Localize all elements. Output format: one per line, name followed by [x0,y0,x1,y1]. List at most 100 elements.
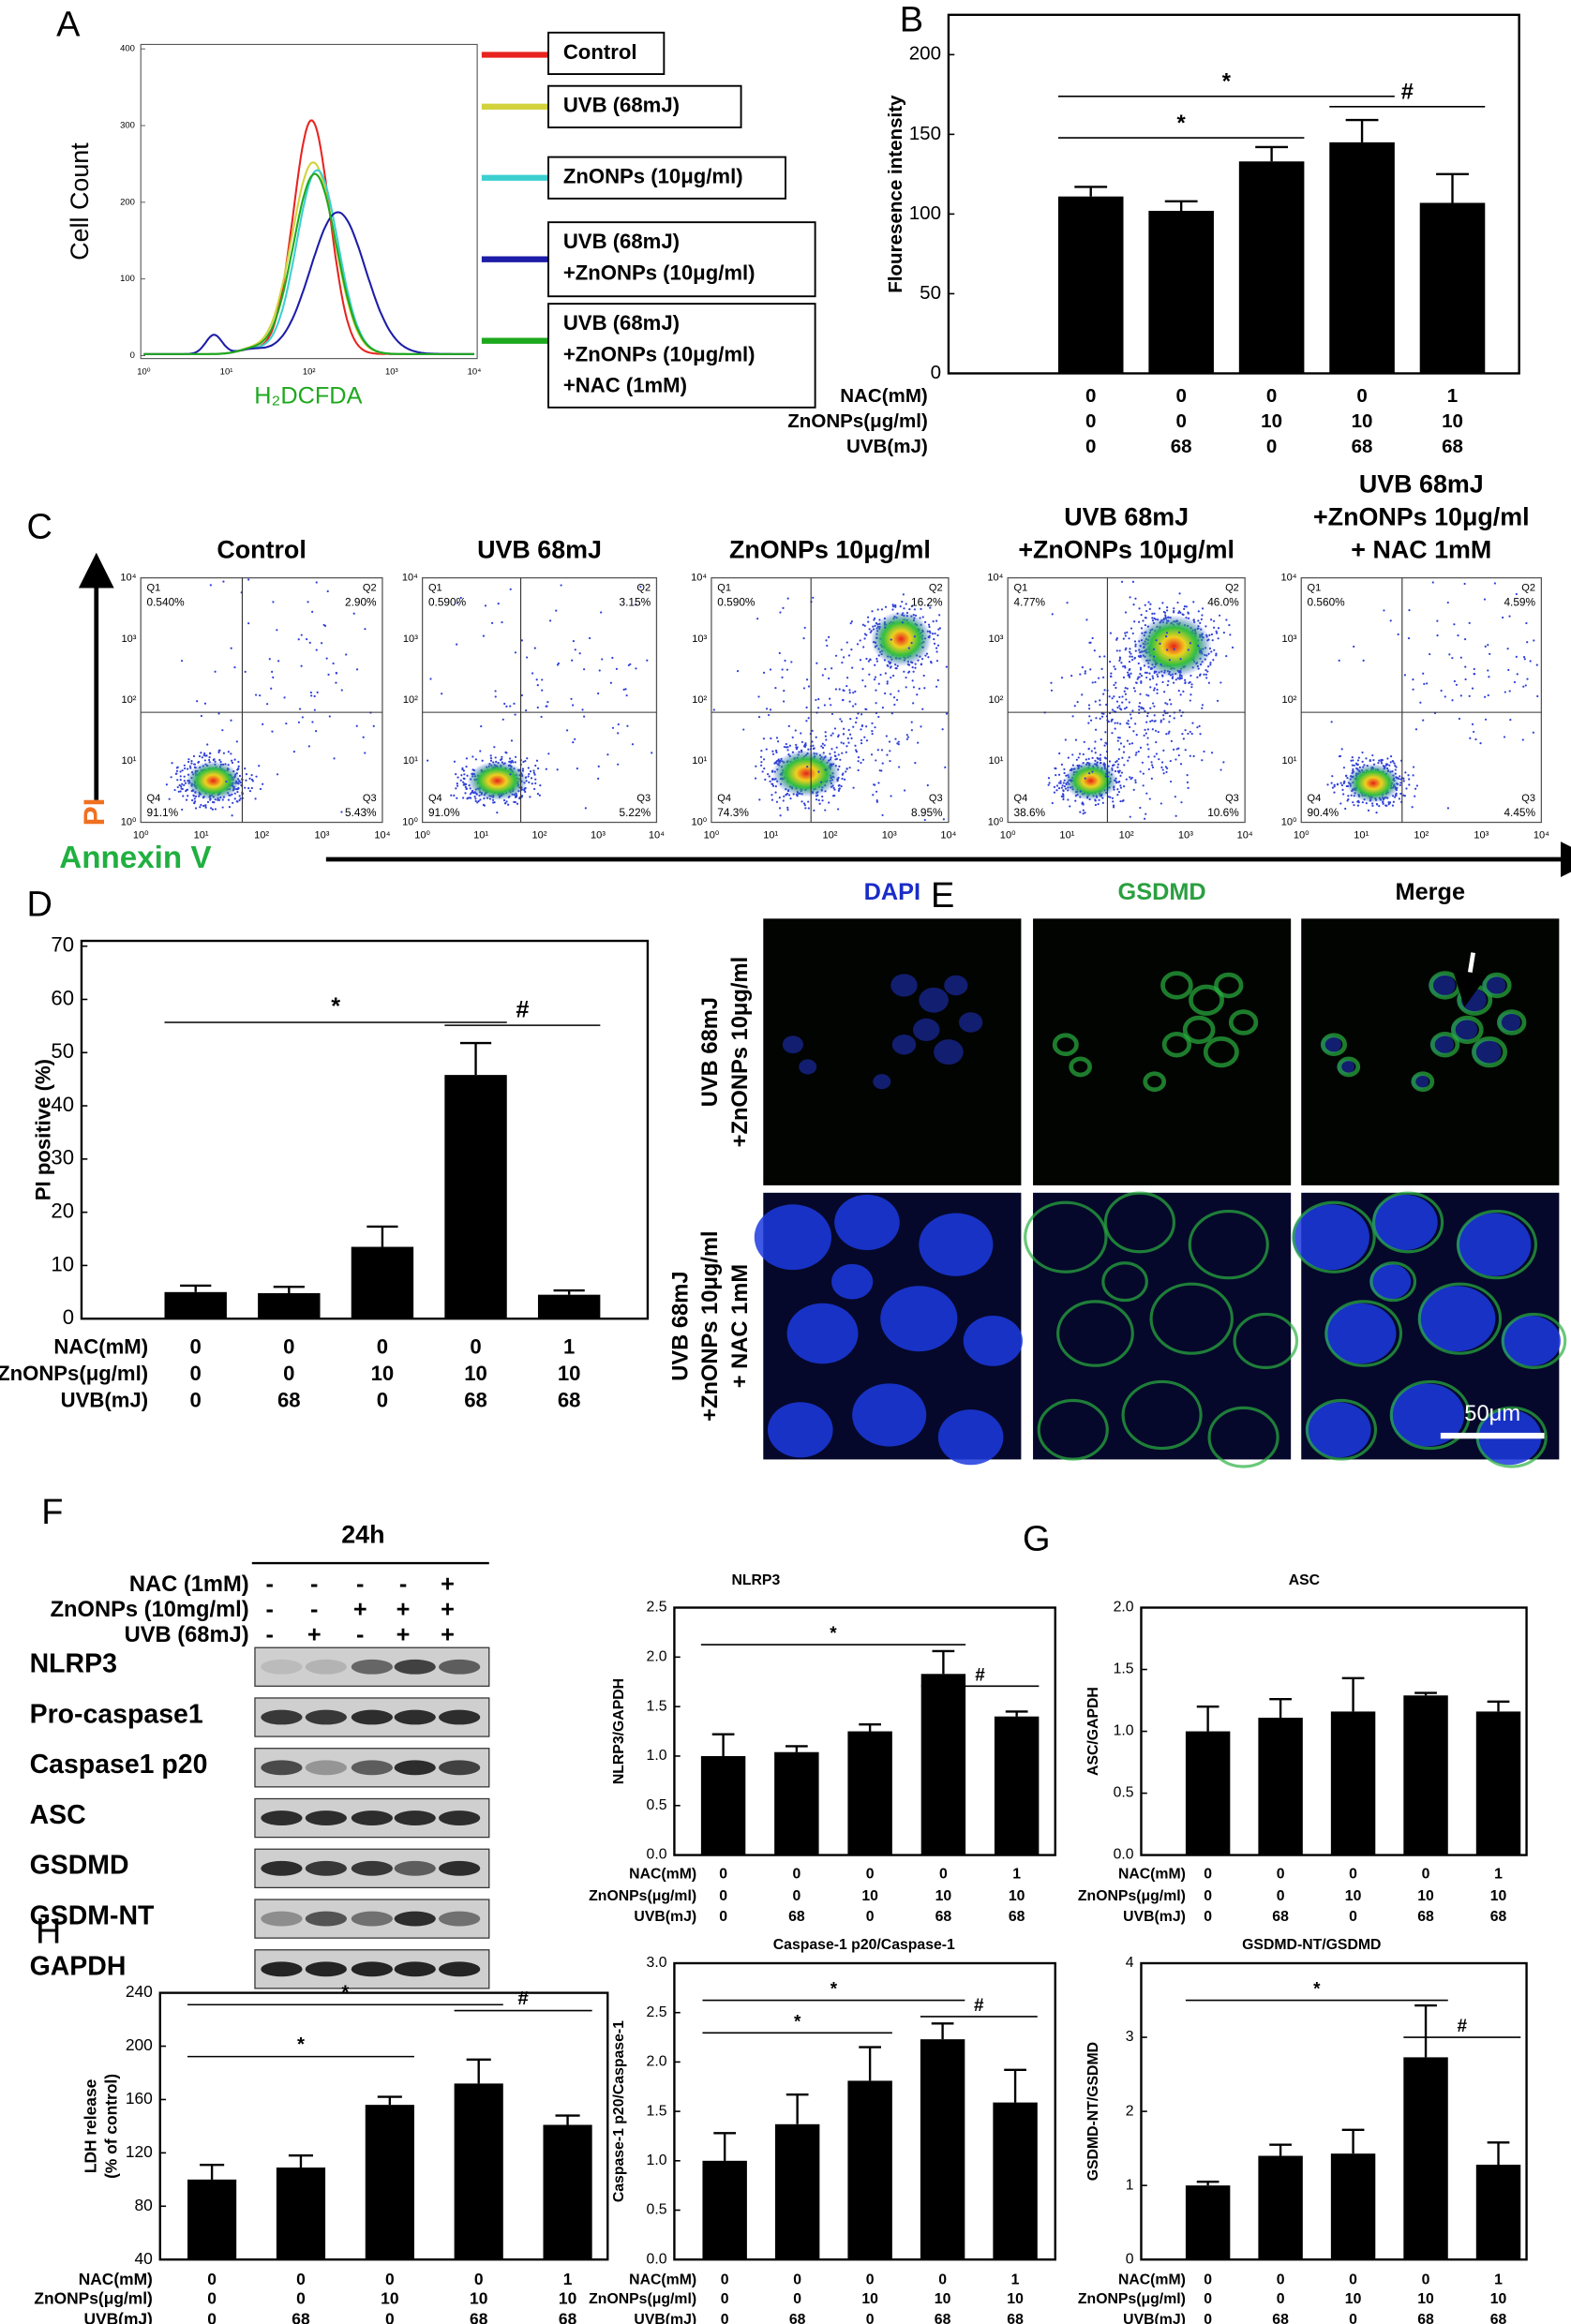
flow-event [1098,803,1100,805]
flow-event [1488,676,1489,678]
flow-event [1141,675,1143,677]
flow-event [1146,737,1148,738]
flow-event [266,703,268,705]
flow-event [756,618,758,619]
condition-value: 0 [296,2289,306,2308]
flow-event [1205,677,1207,678]
flow-event [784,746,786,748]
flow-event [187,758,189,760]
band-label: GAPDH [30,1951,127,1981]
flow-event [299,708,301,709]
flow-event [460,780,462,782]
flow-event [179,770,181,772]
flow-event [829,698,830,700]
flow-event [1090,720,1092,722]
y-tick-label: 1.0 [1114,1723,1134,1739]
flow-event [1189,699,1191,701]
condition-value: 0 [385,2270,395,2288]
significance-mark: * [331,993,340,1020]
flow-event [500,759,501,761]
x-tick-label: 10¹ [1059,830,1074,842]
flow-event [245,671,247,673]
flow-event [1158,758,1160,760]
flow-event [1055,789,1057,791]
flow-event [841,752,843,754]
flow-event [1143,708,1145,709]
flow-event [872,794,874,796]
blot-band [261,1810,302,1825]
flow-event [1070,780,1072,782]
flow-event [1229,633,1231,635]
flow-event [310,692,312,693]
flow-event [927,656,929,658]
flow-event [1163,672,1165,674]
flow-event [570,698,572,700]
flow-event [522,767,524,769]
x-tick-label: 10⁰ [414,830,430,842]
flow-event [828,678,830,679]
x-tick-label: 10³ [1178,830,1193,842]
flow-event [1131,742,1133,744]
flow-event [1161,675,1163,677]
flow-event [777,740,779,742]
flow-event [790,661,792,663]
bar [543,2124,591,2259]
flow-event [511,739,513,741]
legend-label: +NAC (1mM) [563,374,687,397]
histogram-curve [143,174,474,354]
flow-event [1088,704,1090,706]
y-tick-label: 0.0 [647,2251,667,2267]
flow-event [1190,686,1192,688]
flow-event [1121,757,1123,759]
flow-event [463,778,465,780]
flow-event [1507,648,1509,649]
flow-event [902,621,904,623]
condition-value: 0 [1277,2291,1285,2307]
flow-event [1140,655,1142,657]
condition-value: 0 [296,2270,306,2288]
condition-value: 0 [1204,1866,1212,1882]
flow-event [576,767,578,769]
flow-event [208,759,210,761]
flow-event [1412,678,1414,680]
x-tick-label: 10³ [1474,830,1489,842]
flow-event [865,634,867,636]
condition-value: 0 [1204,1888,1212,1904]
flow-event [585,807,587,809]
y-tick-label: 0 [931,362,941,383]
flow-event [529,796,531,797]
flow-event [1390,619,1392,621]
y-axis-label: (% of control) [102,2074,121,2179]
error-bar [1488,1702,1510,1712]
condition-value: 10 [1417,1888,1434,1904]
quadrant-percent: 46.0% [1207,596,1239,609]
flow-event [1166,703,1168,705]
flow-event [1178,632,1180,633]
flow-event [877,749,879,751]
flow-event [864,625,866,627]
flow-event [456,644,457,646]
flow-event [1110,673,1112,675]
flow-event [760,750,762,752]
flow-frame [141,578,382,823]
panel-letter: F [41,1493,63,1532]
quadrant-name: Q4 [1308,793,1322,804]
flow-event [491,622,493,624]
flow-event [907,737,909,738]
flow-event [1066,602,1068,603]
flow-event [1188,682,1189,684]
flow-event [1129,743,1130,745]
flow-event [1115,722,1116,723]
flow-event [822,747,824,749]
flow-event [1120,742,1122,744]
flow-event [1408,778,1410,780]
flow-event [845,770,846,772]
flow-event [1533,639,1534,641]
flow-event [1208,682,1210,684]
chart-title: ASC [1289,1572,1320,1588]
flow-event [775,750,777,752]
flow-event [1166,648,1168,650]
flow-event [1125,611,1127,613]
flow-event [833,795,835,797]
flow-event [1116,760,1118,762]
